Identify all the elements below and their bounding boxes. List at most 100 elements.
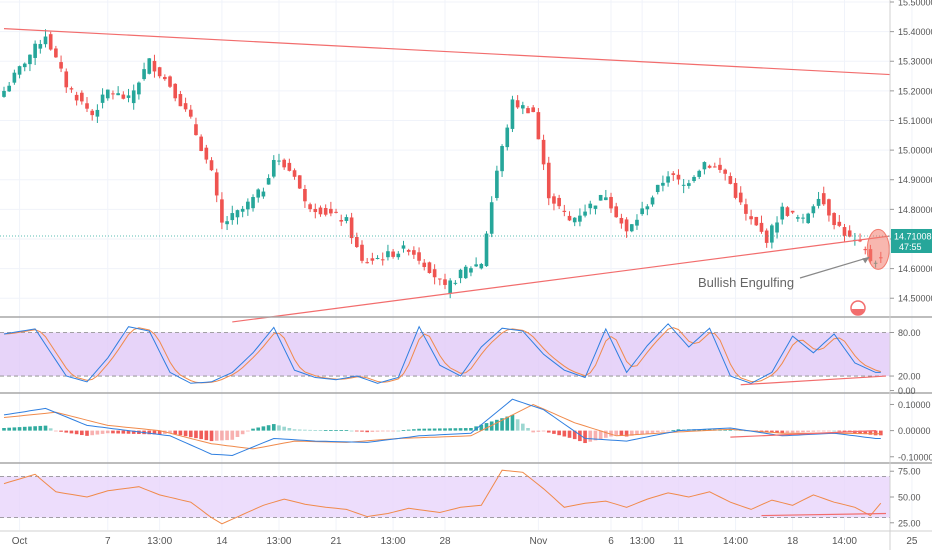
candle-body[interactable] — [801, 217, 805, 219]
candle-body[interactable] — [489, 202, 494, 234]
candle-body[interactable] — [842, 227, 847, 236]
candle-body[interactable] — [105, 89, 110, 99]
candle-body[interactable] — [297, 175, 302, 189]
candle-body[interactable] — [770, 225, 774, 243]
indicator-main-line[interactable] — [3, 469, 882, 525]
candle-body[interactable] — [479, 263, 484, 269]
candle-body[interactable] — [90, 110, 95, 116]
candle-body[interactable] — [251, 197, 255, 209]
candle-body[interactable] — [163, 76, 167, 80]
candle-body[interactable] — [572, 217, 577, 223]
candle-body[interactable] — [137, 82, 141, 95]
candle-body[interactable] — [567, 215, 572, 221]
candle-body[interactable] — [329, 208, 333, 214]
candle-body[interactable] — [256, 189, 261, 198]
candle-body[interactable] — [583, 211, 587, 216]
candle-body[interactable] — [173, 83, 178, 99]
candle-body[interactable] — [863, 249, 868, 251]
candle-body[interactable] — [235, 210, 240, 218]
macd-panel[interactable] — [2, 398, 883, 457]
candle-body[interactable] — [495, 170, 499, 198]
candle-body[interactable] — [541, 139, 546, 165]
candle-body[interactable] — [427, 262, 432, 274]
candle-body[interactable] — [33, 43, 37, 58]
candle-body[interactable] — [375, 257, 380, 259]
candle-body[interactable] — [463, 266, 468, 279]
candle-body[interactable] — [313, 208, 318, 213]
candle-body[interactable] — [521, 105, 525, 109]
candle-body[interactable] — [80, 92, 84, 102]
candle-body[interactable] — [204, 147, 209, 160]
candle-body[interactable] — [214, 172, 219, 196]
candle-body[interactable] — [759, 222, 764, 232]
candle-body[interactable] — [588, 203, 593, 209]
candle-body[interactable] — [183, 103, 188, 110]
candle-body[interactable] — [469, 268, 473, 273]
candle-body[interactable] — [832, 213, 836, 226]
candle-body[interactable] — [443, 279, 447, 285]
candle-body[interactable] — [287, 162, 292, 171]
candle-body[interactable] — [484, 233, 489, 267]
candle-body[interactable] — [365, 262, 369, 264]
candle-body[interactable] — [858, 240, 862, 242]
candle-body[interactable] — [655, 184, 660, 193]
candle-body[interactable] — [650, 197, 655, 205]
indicator-main-line[interactable] — [3, 323, 881, 384]
candle-body[interactable] — [702, 162, 707, 170]
candle-body[interactable] — [557, 197, 561, 207]
candle-body[interactable] — [12, 72, 17, 83]
candle-body[interactable] — [536, 112, 541, 140]
candle-body[interactable] — [261, 191, 266, 197]
candle-body[interactable] — [417, 252, 421, 261]
candle-body[interactable] — [396, 253, 401, 258]
candle-body[interactable] — [645, 206, 650, 210]
candle-body[interactable] — [277, 160, 281, 162]
candle-body[interactable] — [827, 199, 831, 216]
candle-body[interactable] — [795, 217, 800, 219]
candle-body[interactable] — [412, 250, 416, 255]
candle-body[interactable] — [391, 251, 395, 257]
candle-body[interactable] — [64, 71, 69, 88]
candle-body[interactable] — [546, 162, 551, 199]
candle-body[interactable] — [406, 249, 411, 252]
candle-body[interactable] — [785, 207, 790, 216]
price-panel[interactable] — [0, 28, 891, 323]
candle-body[interactable] — [733, 182, 738, 198]
candle-body[interactable] — [111, 93, 115, 95]
candle-body[interactable] — [303, 189, 307, 202]
candle-body[interactable] — [432, 269, 437, 278]
candle-body[interactable] — [292, 170, 297, 177]
candle-body[interactable] — [681, 184, 686, 186]
candle-body[interactable] — [230, 213, 235, 221]
candle-body[interactable] — [448, 280, 453, 294]
candle-body[interactable] — [780, 206, 785, 220]
candle-body[interactable] — [199, 136, 203, 151]
candle-body[interactable] — [458, 269, 463, 279]
candle-body[interactable] — [220, 199, 224, 223]
candle-body[interactable] — [692, 176, 696, 181]
candle-body[interactable] — [510, 99, 515, 129]
candle-body[interactable] — [360, 244, 364, 261]
candle-body[interactable] — [806, 213, 810, 224]
candle-body[interactable] — [635, 219, 639, 226]
candle-body[interactable] — [422, 262, 427, 268]
candle-body[interactable] — [619, 217, 624, 224]
candle-body[interactable] — [318, 207, 323, 215]
candle-body[interactable] — [562, 210, 567, 212]
rsi-panel[interactable] — [0, 469, 890, 525]
stochastic-panel[interactable] — [0, 323, 890, 386]
candle-body[interactable] — [246, 201, 250, 210]
candle-body[interactable] — [578, 215, 582, 222]
candle-body[interactable] — [69, 88, 74, 90]
macd-trendline[interactable] — [730, 430, 877, 438]
candle-body[interactable] — [640, 208, 644, 215]
candle-body[interactable] — [7, 85, 12, 92]
candle-body[interactable] — [308, 204, 312, 210]
candle-body[interactable] — [604, 197, 608, 201]
candle-body[interactable] — [142, 69, 146, 80]
annotation-ellipse[interactable] — [866, 228, 890, 270]
candle-body[interactable] — [552, 196, 556, 204]
candle-body[interactable] — [531, 107, 536, 113]
candle-body[interactable] — [116, 93, 120, 96]
candle-body[interactable] — [821, 193, 826, 205]
